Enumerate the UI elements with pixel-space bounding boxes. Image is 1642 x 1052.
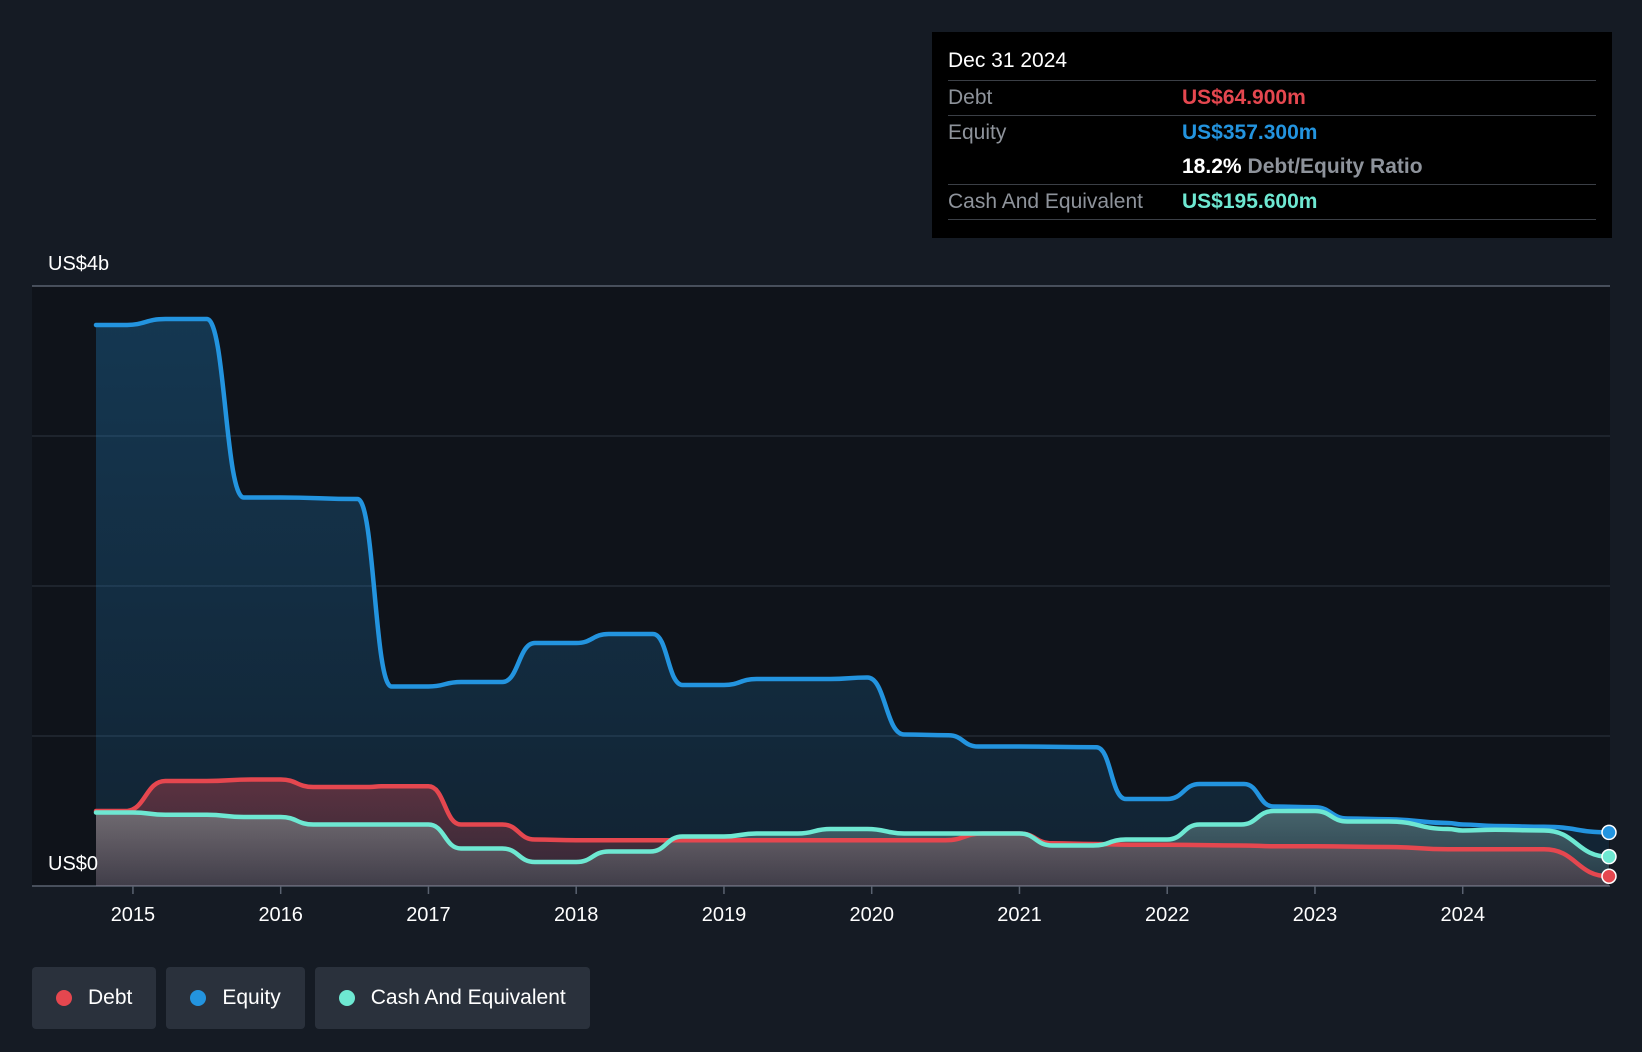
chart-legend: Debt Equity Cash And Equivalent [32, 967, 590, 1029]
tooltip-equity-value: US$357.300m [1182, 121, 1318, 144]
debt-line [93, 777, 1612, 879]
x-tick-label: 2016 [258, 904, 303, 926]
tooltip-equity-row: Equity US$357.300m [948, 116, 1596, 150]
x-tick-label: 2023 [1293, 904, 1338, 926]
cash-and-equivalent-area [96, 811, 1609, 886]
x-axis: 2015 2016 2017 2018 2019 2020 2021 2022 2023 2024 [111, 886, 1485, 926]
tooltip-ratio-value: 18.2% [1182, 155, 1242, 178]
series-areas [96, 319, 1609, 886]
tooltip-debt-value: US$64.900m [1182, 86, 1306, 109]
tooltip-date: Dec 31 2024 [948, 46, 1596, 81]
equity-area [96, 319, 1609, 886]
tooltip-debt-label: Debt [948, 86, 993, 109]
x-tick-label: 2020 [849, 904, 894, 926]
x-tick-label: 2015 [111, 904, 156, 926]
tooltip-cash-label: Cash And Equivalent [948, 190, 1143, 213]
cash-and-equivalent-line [93, 808, 1612, 865]
legend-item-debt[interactable]: Debt [32, 967, 157, 1029]
equity-line [93, 316, 1612, 835]
series-endpoints [1601, 824, 1617, 885]
legend-label-equity: Equity [222, 986, 281, 1009]
x-tick-label: 2021 [997, 904, 1042, 926]
tooltip-cash-value: US$195.600m [1182, 190, 1318, 213]
hover-tooltip: Dec 31 2024 Debt US$64.900m Equity US$35… [932, 32, 1612, 238]
x-tick-label: 2018 [554, 904, 599, 926]
legend-label-debt: Debt [88, 986, 133, 1009]
y-axis-bottom-label: US$0 [48, 853, 98, 875]
cash-dot-icon [338, 990, 355, 1006]
legend-item-equity[interactable]: Equity [166, 967, 305, 1029]
y-axis-top-label: US$4b [48, 253, 109, 275]
equity-dot-icon [190, 990, 207, 1006]
tooltip-cash-row: Cash And Equivalent US$195.600m [948, 185, 1596, 220]
legend-label-cash: Cash And Equivalent [370, 986, 566, 1009]
series-lines [93, 316, 1612, 879]
cash-and-equivalent-endpoint [1601, 848, 1617, 865]
x-tick-label: 2024 [1440, 904, 1485, 926]
tooltip-debt-row: Debt US$64.900m [948, 81, 1596, 116]
x-tick-label: 2019 [702, 904, 747, 926]
tooltip-ratio-row: 18.2% Debt/Equity Ratio [948, 150, 1596, 185]
legend-item-cash[interactable]: Cash And Equivalent [314, 967, 590, 1029]
tooltip-ratio-label: Debt/Equity Ratio [1247, 155, 1423, 178]
debt-endpoint [1601, 868, 1617, 885]
x-tick-label: 2022 [1145, 904, 1190, 926]
debt-dot-icon [56, 990, 72, 1006]
equity-endpoint [1601, 824, 1617, 841]
tooltip-equity-label: Equity [948, 121, 1007, 144]
x-tick-label: 2017 [406, 904, 451, 926]
